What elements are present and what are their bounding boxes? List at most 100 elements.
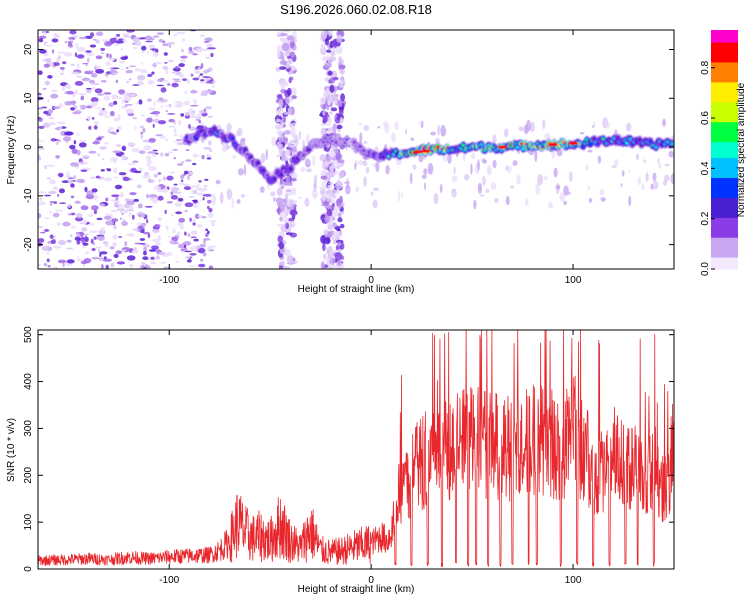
spectrogram-noise-blob	[47, 74, 53, 79]
spectrogram-noise-blob	[166, 175, 174, 181]
colorbar-segment	[711, 53, 738, 59]
spectrogram-noise-blob	[100, 226, 105, 233]
spectrogram-noise-blob	[336, 242, 341, 247]
spectrogram-noise-blob	[104, 41, 113, 47]
colorbar-segment	[711, 261, 738, 266]
spectrogram-noise-blob	[84, 251, 90, 255]
spectrogram-noise-blob	[81, 227, 88, 232]
spectrogram-noise-blob	[189, 217, 192, 222]
spectrogram-noise-blob	[164, 152, 170, 157]
spectrogram-noise-blob	[139, 214, 145, 218]
spectrogram-noise-blob	[291, 146, 297, 153]
spectrogram-noise-blob	[279, 66, 287, 70]
spectrogram-noise-blob	[118, 236, 123, 238]
spectrogram-ridge-core	[352, 140, 357, 145]
spectrogram-noise-blob	[231, 197, 234, 209]
colorbar-segment	[711, 49, 738, 55]
spectrogram-noise-blob	[410, 137, 415, 141]
spectrogram-noise-blob	[158, 178, 161, 183]
spectrogram-noise-blob	[157, 235, 161, 240]
colorbar-segment	[711, 169, 738, 174]
spectrogram-noise-blob	[328, 182, 333, 185]
spectrogram-noise-blob	[280, 80, 286, 90]
spectrogram-noise-blob	[188, 108, 193, 113]
spectrogram-y-tick-label: -20	[23, 237, 34, 252]
spectrogram-noise-blob	[75, 216, 84, 222]
spectrogram-noise-blob	[542, 119, 546, 130]
spectrogram-noise-blob	[208, 265, 214, 269]
spectrogram-noise-blob	[91, 117, 95, 120]
spectrogram-noise-blob	[335, 190, 340, 195]
spectrogram-noise-blob	[153, 185, 162, 190]
spectrogram-noise-blob	[357, 123, 363, 126]
spectrogram-noise-blob	[117, 38, 124, 41]
spectrogram-noise-blob	[121, 99, 125, 104]
spectrogram-noise-blob	[278, 241, 284, 250]
spectrogram-noise-blob	[71, 148, 79, 155]
spectrogram-noise-blob	[324, 215, 331, 223]
spectrogram-noise-blob	[65, 247, 74, 250]
spectrogram-ridge-core	[670, 141, 674, 146]
spectrogram-noise-blob	[192, 99, 197, 102]
spectrogram-noise-blob	[176, 231, 181, 236]
spectrogram-noise-blob	[203, 69, 209, 74]
spectrogram-noise-blob	[206, 199, 212, 204]
spectrogram-noise-blob	[322, 110, 326, 117]
spectrogram-noise-blob	[101, 158, 105, 160]
spectrogram-noise-blob	[53, 266, 58, 269]
spectrogram-noise-blob	[48, 210, 53, 214]
spectrogram-noise-blob	[485, 188, 490, 193]
spectrogram-noise-blob	[421, 174, 427, 180]
spectrogram-noise-blob	[202, 48, 210, 51]
spectrogram-noise-blob	[192, 77, 200, 81]
colorbar-segment	[711, 165, 738, 171]
spectrogram-noise-blob	[111, 67, 120, 70]
spectrogram-noise-blob	[283, 217, 290, 225]
spectrogram-noise-blob	[132, 160, 139, 164]
spectrogram-noise-blob	[104, 243, 110, 248]
spectrogram-noise-blob	[276, 223, 284, 227]
spectrogram-noise-blob	[339, 223, 345, 229]
spectrogram-noise-blob	[182, 38, 185, 42]
spectrogram-y-tick-label: -10	[23, 188, 34, 203]
spectrogram-noise-blob	[184, 209, 188, 213]
colorbar-segment	[711, 77, 738, 83]
spectrogram-noise-blob	[56, 139, 62, 142]
spectrogram-noise-blob	[198, 263, 206, 268]
spectrogram-noise-blob	[47, 122, 56, 126]
spectrogram-noise-blob	[109, 131, 116, 135]
spectrogram-noise-blob	[200, 34, 206, 38]
spectrogram-noise-blob	[494, 197, 499, 203]
spectrogram-noise-blob	[109, 53, 112, 59]
spectrogram-noise-blob	[148, 44, 156, 49]
spectrogram-noise-blob	[337, 159, 345, 164]
spectrogram-noise-blob	[139, 82, 144, 85]
spectrogram-noise-blob	[116, 129, 120, 133]
spectrogram-noise-blob	[211, 85, 215, 88]
spectrogram-noise-blob	[82, 263, 86, 267]
spectrogram-noise-blob	[170, 191, 174, 196]
spectrogram-noise-blob	[147, 179, 155, 184]
spectrogram-noise-blob	[190, 141, 199, 145]
spectrogram-noise-blob	[91, 256, 98, 260]
spectrogram-noise-blob	[477, 159, 480, 171]
spectrogram-noise-blob	[605, 121, 610, 129]
spectrogram-noise-blob	[186, 174, 191, 181]
spectrogram-noise-blob	[276, 202, 282, 207]
spectrogram-noise-blob	[512, 160, 518, 167]
spectrogram-noise-blob	[433, 192, 439, 205]
spectrogram-noise-blob	[270, 191, 276, 197]
spectrogram-noise-blob	[38, 112, 41, 116]
spectrogram-noise-blob	[38, 70, 43, 75]
spectrogram-noise-blob	[94, 192, 97, 198]
spectrogram-noise-blob	[144, 35, 152, 41]
spectrogram-noise-blob	[334, 251, 343, 261]
spectrogram-noise-blob	[119, 192, 124, 198]
spectrogram-noise-blob	[122, 219, 126, 224]
snr-y-tick-label: 500	[23, 326, 34, 343]
spectrogram-noise-blob	[87, 70, 95, 73]
spectrogram-noise-blob	[42, 87, 47, 90]
spectrogram-noise-blob	[196, 192, 205, 196]
spectrogram-noise-blob	[39, 49, 47, 54]
spectrogram-noise-blob	[38, 226, 43, 229]
